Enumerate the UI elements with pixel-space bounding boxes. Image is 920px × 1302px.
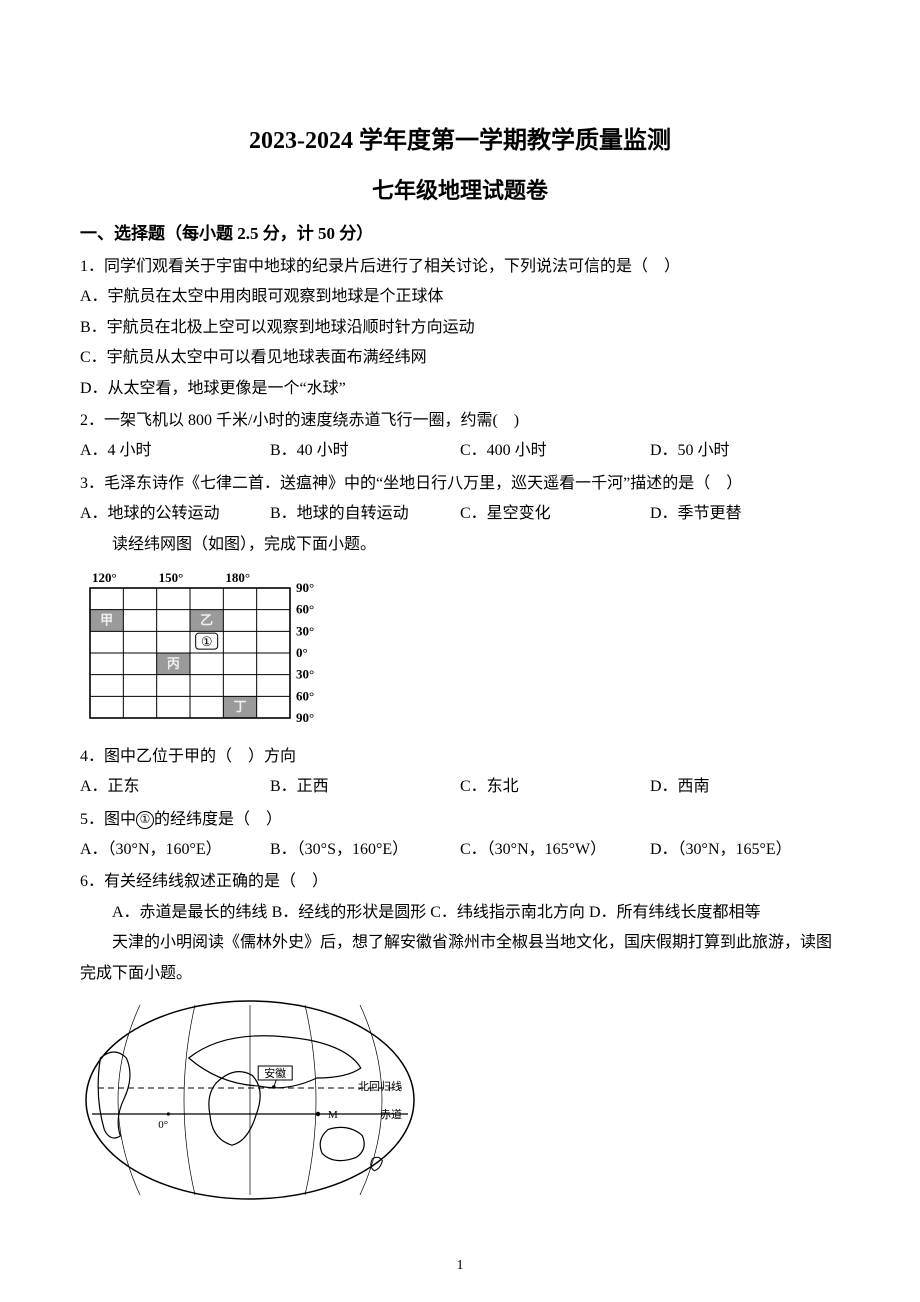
q5-choices: A．（30°N，160°E） B．（30°S，160°E） C．（30°N，16… [80, 835, 840, 865]
q5-prompt-prefix: 5．图中 [80, 811, 136, 828]
q2-choices: A．4 小时 B．40 小时 C．400 小时 D．50 小时 [80, 436, 840, 466]
section-heading: 一、选择题（每小题 2.5 分，计 50 分） [80, 219, 840, 244]
q2-prompt: 2．一架飞机以 800 千米/小时的速度绕赤道飞行一圈，约需( ) [80, 406, 840, 436]
q5-choice-d: D．（30°N，165°E） [650, 835, 840, 865]
map-figure: 安徽北回归线赤道 M 0° [80, 995, 840, 1205]
grid-intro: 读经纬网图（如图），完成下面小题。 [80, 530, 840, 560]
svg-text:0°: 0° [296, 645, 308, 660]
svg-text:丁: 丁 [233, 699, 246, 714]
q3-prompt: 3．毛泽东诗作《七律二首．送瘟神》中的“坐地日行八万里，巡天遥看一千河”描述的是… [80, 469, 840, 499]
svg-text:90°: 90° [296, 580, 314, 595]
svg-text:0°: 0° [158, 1119, 168, 1131]
svg-text:120°: 120° [92, 570, 117, 585]
svg-text:30°: 30° [296, 623, 314, 638]
map-intro: 天津的小明阅读《儒林外史》后，想了解安徽省滁州市全椒县当地文化，国庆假期打算到此… [80, 928, 840, 989]
svg-text:甲: 甲 [100, 612, 113, 627]
q2-choice-d: D．50 小时 [650, 436, 840, 466]
q3-choice-c: C．星空变化 [460, 499, 650, 529]
title-main: 2023-2024 学年度第一学期教学质量监测 [80, 120, 840, 155]
title-sub: 七年级地理试题卷 [80, 173, 840, 205]
q5-choice-b: B．（30°S，160°E） [270, 835, 460, 865]
q6-choices: A．赤道是最长的纬线 B．经线的形状是圆形 C．纬线指示南北方向 D．所有纬线长… [80, 898, 840, 928]
grid-figure: 120° 150° 180° 90° 60° 30° 0° 30° 60° 90° 甲 乙丙丁 ① [80, 566, 840, 736]
q3-choice-a: A．地球的公转运动 [80, 499, 270, 529]
q1-choice-b: B．宇航员在北极上空可以观察到地球沿顺时针方向运动 [80, 313, 840, 343]
q1-choice-c: C．宇航员从太空中可以看见地球表面布满经纬网 [80, 343, 840, 373]
page-number: 1 [0, 1258, 920, 1274]
latlon-grid-diagram: 120° 150° 180° 90° 60° 30° 0° 30° 60° 90° 甲 乙丙丁 ① [80, 566, 340, 736]
q5-prompt-suffix: 的经纬度是（ ） [154, 811, 282, 828]
q3-choices: A．地球的公转运动 B．地球的自转运动 C．星空变化 D．季节更替 [80, 499, 840, 529]
q1-choice-d: D．从太空看，地球更像是一个“水球” [80, 374, 840, 404]
q2-choice-b: B．40 小时 [270, 436, 460, 466]
q2-choice-a: A．4 小时 [80, 436, 270, 466]
q6-choice-a: A．赤道是最长的纬线 [112, 904, 268, 921]
svg-text:安徽: 安徽 [264, 1066, 286, 1080]
q5-prompt: 5．图中①的经纬度是（ ） [80, 805, 840, 835]
q6-choice-d: D．所有纬线长度都相等 [589, 904, 761, 921]
exam-page: 2023-2024 学年度第一学期教学质量监测 七年级地理试题卷 一、选择题（每… [0, 0, 920, 1302]
q4-prompt: 4．图中乙位于甲的（ ）方向 [80, 742, 840, 772]
svg-text:①: ① [201, 634, 213, 649]
svg-text:30°: 30° [296, 667, 314, 682]
svg-text:北回归线: 北回归线 [358, 1079, 402, 1093]
world-map-diagram: 安徽北回归线赤道 M 0° [80, 995, 420, 1205]
svg-text:60°: 60° [296, 688, 314, 703]
q4-choices: A．正东 B．正西 C．东北 D．西南 [80, 772, 840, 802]
q6-prompt: 6．有关经纬线叙述正确的是（ ） [80, 867, 840, 897]
q6-choice-b: B．经线的形状是圆形 [272, 904, 427, 921]
svg-text:丙: 丙 [167, 656, 180, 671]
svg-text:乙: 乙 [200, 612, 213, 627]
svg-text:赤道: 赤道 [380, 1107, 402, 1121]
q4-choice-c: C．东北 [460, 772, 650, 802]
q5-circled-1: ① [136, 811, 154, 829]
svg-text:M: M [328, 1109, 338, 1121]
q1-choices: A．宇航员在太空中用肉眼可观察到地球是个正球体 B．宇航员在北极上空可以观察到地… [80, 282, 840, 404]
svg-text:180°: 180° [225, 570, 250, 585]
q4-choice-d: D．西南 [650, 772, 840, 802]
q6-choice-c: C．纬线指示南北方向 [430, 904, 585, 921]
q2-choice-c: C．400 小时 [460, 436, 650, 466]
q3-choice-d: D．季节更替 [650, 499, 840, 529]
svg-text:150°: 150° [159, 570, 184, 585]
q1-prompt: 1．同学们观看关于宇宙中地球的纪录片后进行了相关讨论，下列说法可信的是（ ） [80, 252, 840, 282]
q3-choice-b: B．地球的自转运动 [270, 499, 460, 529]
svg-text:60°: 60° [296, 602, 314, 617]
q4-choice-b: B．正西 [270, 772, 460, 802]
svg-text:90°: 90° [296, 710, 314, 725]
q1-choice-a: A．宇航员在太空中用肉眼可观察到地球是个正球体 [80, 282, 840, 312]
q5-choice-c: C．（30°N，165°W） [460, 835, 650, 865]
q4-choice-a: A．正东 [80, 772, 270, 802]
q5-choice-a: A．（30°N，160°E） [80, 835, 270, 865]
